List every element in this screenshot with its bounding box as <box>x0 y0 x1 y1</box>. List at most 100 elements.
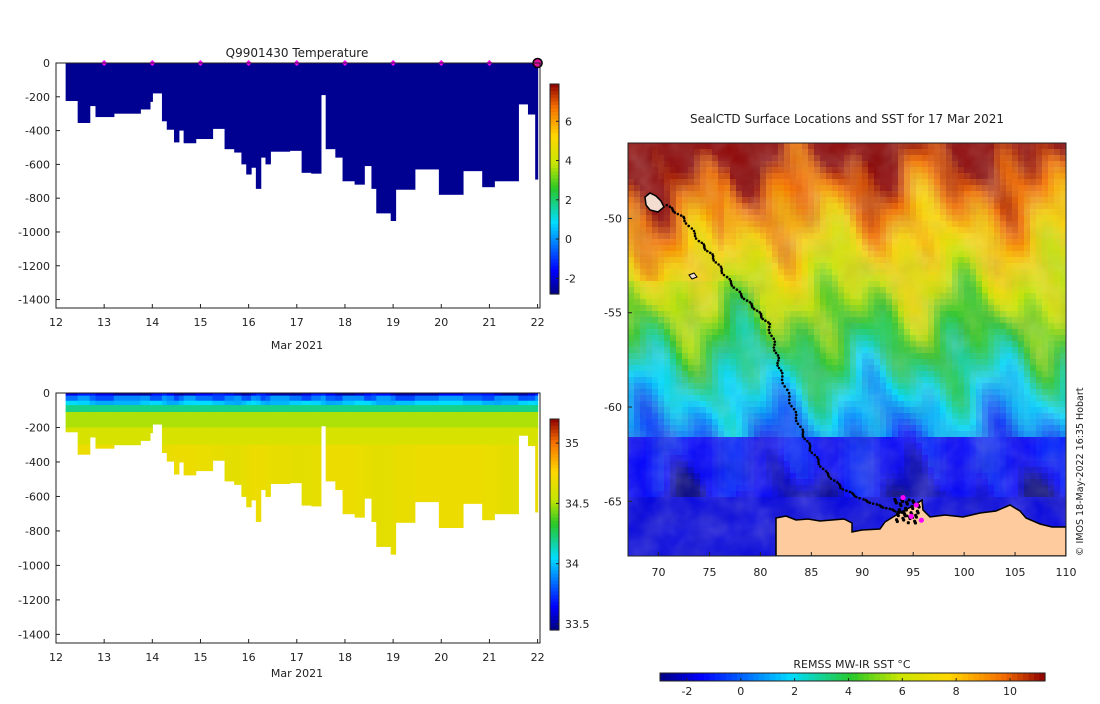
colorbar-segment <box>550 535 559 539</box>
colorbar-segment <box>550 532 559 536</box>
salinity-cell <box>234 405 242 412</box>
salinity-cell <box>290 396 303 402</box>
colorbar-segment <box>550 273 559 277</box>
salinity-cell <box>371 427 376 445</box>
sst-map-panel: SealCTD Surface Locations and SST for 17… <box>604 112 1086 698</box>
colorbar-segment <box>550 161 559 165</box>
salinity-cell <box>396 445 416 523</box>
colorbar-segment <box>550 207 559 211</box>
salinity-cell <box>270 401 290 406</box>
colorbar-segment <box>550 228 559 232</box>
colorbar-segment <box>550 619 559 623</box>
colorbar-segment <box>550 426 559 430</box>
colorbar-segment <box>550 98 559 102</box>
salinity-cell <box>396 412 416 428</box>
colorbar-segment <box>550 249 559 253</box>
salinity-cell <box>256 401 261 406</box>
salinity-cell <box>343 405 356 412</box>
colorbar-segment <box>550 168 559 172</box>
salinity-cell <box>501 412 518 428</box>
salinity-cell <box>391 405 396 412</box>
salinity-cell <box>78 427 91 445</box>
salinity-cell <box>225 427 235 445</box>
salinity-cell <box>265 401 270 406</box>
colorbar-segment <box>550 472 559 476</box>
salinity-cell <box>463 427 483 445</box>
temperature-profile-bar <box>270 63 290 152</box>
salinity-cell <box>311 396 321 402</box>
y-tick-label: -600 <box>25 158 50 171</box>
salinity-cell <box>501 445 518 514</box>
salinity-cell <box>501 427 518 445</box>
salinity-cell <box>311 427 321 445</box>
salinity-cell <box>246 401 251 406</box>
salinity-cell <box>326 401 336 406</box>
salinity-cell <box>528 401 536 406</box>
temperature-x-label: Mar 2021 <box>271 339 323 352</box>
colorbar-segment <box>550 447 559 451</box>
y-tick-label: -1200 <box>18 594 50 607</box>
salinity-cell <box>150 427 153 433</box>
temperature-profile-bar <box>213 63 226 129</box>
salinity-cell <box>364 412 372 428</box>
temperature-profile-bar <box>439 63 464 195</box>
salinity-cell <box>355 405 365 412</box>
colorbar-segment <box>550 130 559 134</box>
temperature-profile-bar <box>343 63 356 181</box>
salinity-cell <box>371 405 376 412</box>
salinity-cell <box>78 405 91 412</box>
colorbar-segment <box>550 609 559 613</box>
salinity-cell <box>140 396 150 402</box>
salinity-cell <box>335 445 343 490</box>
colorbar-segment <box>550 182 559 186</box>
salinity-cell <box>482 445 495 520</box>
temperature-profile-bar <box>355 63 365 185</box>
salinity-cell <box>343 427 356 445</box>
salinity-cell <box>95 396 114 402</box>
salinity-cell <box>66 427 79 432</box>
colorbar-tick-label: 6 <box>565 115 572 128</box>
salinity-cell <box>396 405 416 412</box>
salinity-cell <box>326 405 336 412</box>
salinity-cell <box>256 445 261 522</box>
x-tick-label: 14 <box>145 651 159 664</box>
salinity-cell <box>261 412 266 428</box>
colorbar-segment <box>550 468 559 472</box>
salinity-cell <box>241 445 246 497</box>
colorbar-segment <box>550 214 559 218</box>
salinity-cell <box>256 412 261 428</box>
colorbar-segment <box>550 588 559 592</box>
y-tick-label: -800 <box>25 525 50 538</box>
x-tick-label: 19 <box>386 651 400 664</box>
colorbar-segment <box>550 489 559 493</box>
salinity-cell <box>66 405 79 412</box>
y-tick-label: -1400 <box>18 294 50 307</box>
colorbar-segment <box>550 263 559 267</box>
temperature-profile-bar <box>463 63 483 171</box>
salinity-cell <box>482 396 495 402</box>
temperature-profile-bar <box>241 63 246 164</box>
salinity-cell <box>265 405 270 412</box>
salinity-cell <box>535 396 538 402</box>
temperature-profile-bar <box>518 63 528 104</box>
salinity-cell <box>321 401 326 406</box>
salinity-cell <box>246 445 251 508</box>
salinity-cell <box>415 412 440 428</box>
salinity-cell <box>196 412 213 428</box>
colorbar-segment <box>550 479 559 483</box>
salinity-cell <box>152 412 162 425</box>
salinity-cell <box>184 405 197 412</box>
salinity-cell <box>326 427 336 445</box>
salinity-cell <box>152 401 162 406</box>
salinity-cell <box>335 427 343 445</box>
colorbar-segment <box>550 147 559 151</box>
salinity-cell <box>95 405 114 412</box>
salinity-cell <box>290 405 303 412</box>
colorbar-segment <box>550 570 559 574</box>
salinity-cell <box>501 401 518 406</box>
colorbar-segment <box>550 252 559 256</box>
colorbar-segment <box>550 165 559 169</box>
temperature-profile-bar <box>261 63 266 158</box>
salinity-cell <box>251 412 256 428</box>
